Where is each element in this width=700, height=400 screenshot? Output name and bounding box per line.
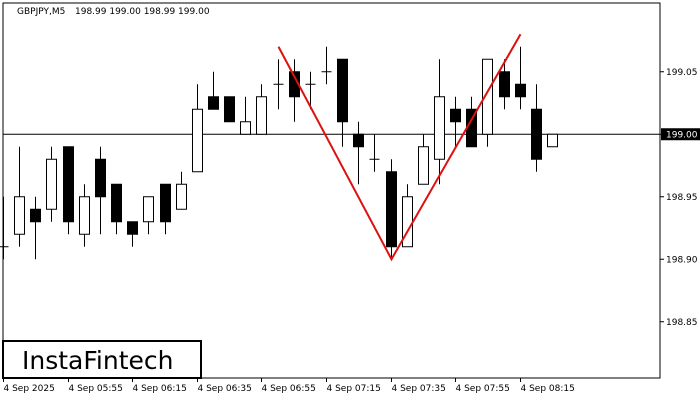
candle-body: [208, 96, 219, 110]
candle: [353, 121, 364, 185]
candle-body: [515, 83, 526, 98]
candle: [369, 134, 380, 172]
candle: [240, 96, 251, 135]
candle: [321, 46, 332, 85]
x-tick-label: 4 Sep 05:55: [69, 384, 123, 394]
candle-body: [46, 158, 57, 210]
candle: [127, 221, 138, 247]
double-bottom-pattern-line: [277, 33, 522, 262]
candle-body: [79, 196, 90, 235]
candle: [30, 196, 41, 260]
candle-body: [531, 108, 542, 160]
candle-body: [337, 58, 348, 123]
candle-body: [353, 133, 364, 148]
x-axis: 4 Sep 2025 4 Sep 05:55 4 Sep 06:15 4 Sep 06…: [3, 378, 575, 394]
x-tick-label: 4 Sep 07:35: [392, 384, 446, 394]
logo: InstaFintech: [2, 340, 202, 379]
candle: [531, 84, 542, 172]
candle-body: [30, 208, 41, 223]
candle-body: [176, 183, 187, 210]
candle: [386, 159, 397, 260]
candle: [192, 84, 203, 173]
logo-text: InstaFintech: [22, 346, 174, 375]
candle: [0, 196, 9, 260]
x-tick-label: 4 Sep 07:15: [327, 384, 381, 394]
candle-body: [160, 183, 171, 223]
candle-body: [127, 221, 138, 235]
candle-body: [482, 58, 493, 135]
ohlc-readout: 198.99 199.00 198.99 199.00: [75, 7, 210, 17]
x-tick-label: 4 Sep 06:35: [198, 384, 252, 394]
candle-body: [418, 146, 429, 185]
candle: [46, 146, 57, 222]
candle: [14, 146, 25, 247]
x-tick-label: 4 Sep 07:55: [456, 384, 510, 394]
candle: [176, 171, 187, 210]
current-price-box: [661, 128, 700, 141]
candle: [224, 96, 235, 123]
candle: [305, 71, 316, 110]
candle: [111, 183, 122, 235]
candle-body: [111, 183, 122, 223]
y-tick-label: 198.95: [666, 193, 698, 203]
candle-body: [95, 158, 106, 198]
candle: [208, 71, 219, 110]
candle: [79, 184, 90, 247]
y-tick-label: 199.05: [666, 68, 698, 78]
candle-body: [547, 133, 558, 148]
candle-body: [63, 146, 74, 223]
candle: [515, 46, 526, 110]
candle-body: [192, 108, 203, 173]
current-price-label: 199.00: [666, 130, 698, 140]
candle: [160, 183, 171, 235]
candle-body: [256, 96, 267, 135]
x-tick-label: 4 Sep 06:55: [262, 384, 316, 394]
candle-body: [499, 71, 510, 98]
candle-body: [143, 196, 154, 223]
candle: [273, 59, 284, 110]
candle: [337, 58, 348, 147]
candle: [434, 59, 445, 185]
candle: [499, 59, 510, 110]
symbol-label: GBPJPY,M5: [17, 7, 65, 17]
candle: [450, 96, 461, 147]
candle: [256, 84, 267, 135]
x-tick-label: 4 Sep 2025: [4, 384, 55, 394]
candle: [143, 196, 154, 235]
candle: [418, 134, 429, 185]
candle: [482, 58, 493, 147]
x-tick-label: 4 Sep 06:15: [133, 384, 187, 394]
candle-body: [386, 171, 397, 248]
candle-body: [14, 196, 25, 235]
y-tick-label: 198.85: [666, 318, 698, 328]
x-tick-label: 4 Sep 08:15: [521, 384, 575, 394]
candles-layer: [0, 46, 558, 260]
y-tick-label: 198.90: [666, 255, 698, 265]
candle: [63, 146, 74, 235]
candle-body: [450, 108, 461, 123]
candle-body: [240, 121, 251, 135]
candle-body: [434, 96, 445, 160]
candle: [547, 133, 558, 148]
candle: [95, 146, 106, 235]
pattern-layer: [277, 33, 522, 262]
candle-body: [224, 96, 235, 123]
